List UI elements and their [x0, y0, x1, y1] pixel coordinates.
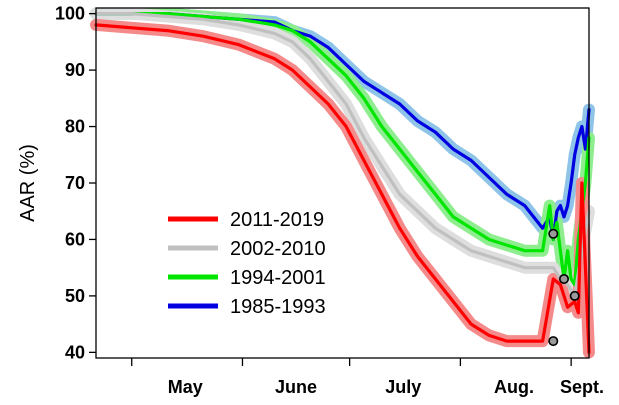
y-tick-label: 50: [65, 286, 85, 306]
y-axis: 40 50 60 70 80 90 100: [55, 4, 96, 362]
series-lines: [94, 12, 591, 354]
series-line-1985-1993: [94, 12, 591, 242]
marker-point: [569, 290, 580, 301]
y-tick-label: 100: [55, 4, 85, 24]
legend: 2011-2019 2002-2010 1994-2001 1985-1993: [168, 209, 326, 318]
legend-label: 1994-2001: [230, 267, 326, 289]
series-line-1994-2001: [94, 12, 591, 287]
legend-label: 2011-2019: [230, 209, 324, 231]
x-tick-label: Sept.: [560, 377, 604, 397]
marker-point: [558, 273, 569, 284]
y-tick-label: 40: [65, 342, 85, 362]
x-tick-label: May: [168, 377, 203, 397]
y-tick-label: 80: [65, 117, 85, 137]
y-tick-label: 90: [65, 60, 85, 80]
y-tick-label: 70: [65, 173, 85, 193]
legend-label: 2002-2010: [230, 238, 326, 260]
marker-point: [548, 228, 559, 239]
confidence-bands: [90, 7, 595, 359]
series-line-2011-2019: [94, 23, 591, 354]
x-tick-label: June: [275, 377, 317, 397]
series-line-2002-2010: [94, 12, 591, 298]
marker-point: [548, 336, 559, 347]
x-tick-label: July: [385, 377, 421, 397]
legend-label: 1985-1993: [230, 296, 326, 318]
y-tick-label: 60: [65, 229, 85, 249]
x-tick-label: Aug.: [494, 377, 534, 397]
data-markers: [548, 228, 580, 347]
x-axis: May June July Aug. Sept.: [131, 358, 604, 397]
y-axis-label: AAR (%): [17, 144, 39, 222]
